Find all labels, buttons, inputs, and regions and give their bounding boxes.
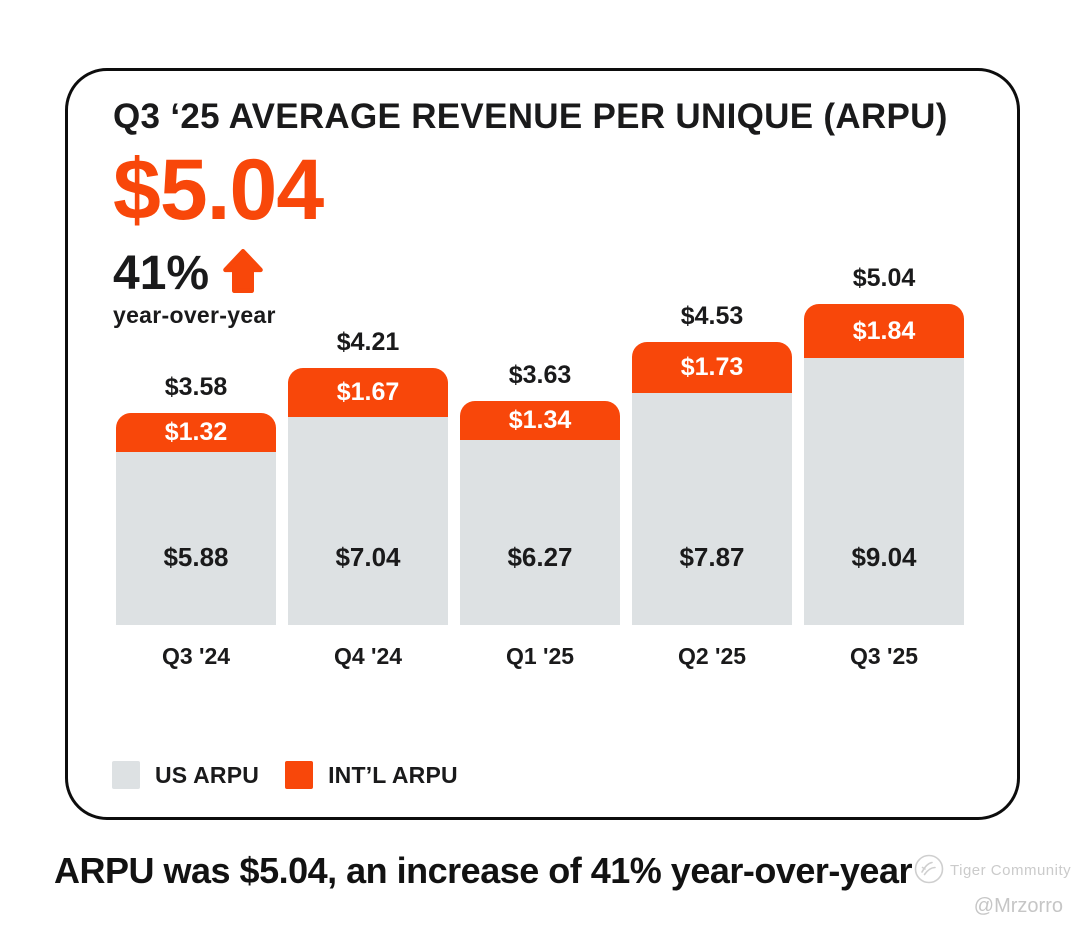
bar-value-label-us: $9.04 <box>851 542 917 572</box>
x-axis-labels: Q3 '24 Q4 '24 Q1 '25 Q2 '25 Q3 '25 <box>116 643 964 670</box>
legend-swatch-us <box>112 761 140 789</box>
bar-value-label-us: $6.27 <box>507 542 573 572</box>
x-axis-label: Q1 '25 <box>505 643 575 669</box>
watermark-brand: Tiger Community <box>950 862 1072 879</box>
bar-total-label: $3.58 <box>164 372 228 401</box>
bar-segment-us: $7.87 <box>632 392 792 625</box>
tiger-logo-icon <box>913 853 945 890</box>
bar-column: $4.53 $1.73 $7.87 <box>632 302 792 625</box>
up-arrow-icon <box>223 249 263 298</box>
bar-column: $3.63 $1.34 $6.27 <box>460 361 620 625</box>
card-title: Q3 ‘25 AVERAGE REVENUE PER UNIQUE (ARPU) <box>113 97 948 136</box>
bar-value-label-us: $7.87 <box>679 542 745 572</box>
x-axis-label: Q4 '24 <box>333 643 403 669</box>
bar-segment-us: $5.88 <box>116 451 276 625</box>
bar-value-label-us: $7.04 <box>335 542 401 572</box>
watermark-handle: @Mrzorro <box>973 895 1063 917</box>
legend-item-intl: INT’L ARPU <box>285 761 458 789</box>
bar-total-label: $5.04 <box>852 264 916 293</box>
bar-segment-intl: $1.34 <box>460 400 620 441</box>
legend-label-us: US ARPU <box>155 761 260 788</box>
growth-row: 41% <box>113 249 972 298</box>
legend-item-us: US ARPU <box>112 761 259 789</box>
bar-total-label: $4.21 <box>336 328 400 357</box>
bar-segment-intl: $1.84 <box>804 304 964 359</box>
growth-caption: year-over-year <box>113 302 276 329</box>
bar-column: $5.04 $1.84 $9.04 <box>804 264 964 625</box>
bar-column: $3.58 $1.32 $5.88 <box>116 373 276 625</box>
bar-segment-intl: $1.73 <box>632 341 792 393</box>
bar-segment-intl: $1.32 <box>116 412 276 452</box>
x-axis-label: Q3 '24 <box>161 643 231 669</box>
bar-segment-intl: $1.67 <box>288 368 448 418</box>
x-axis-label: Q3 '25 <box>849 643 919 669</box>
growth-percent: 41% <box>113 246 210 300</box>
x-axis-label: Q2 '25 <box>677 643 747 669</box>
footer-caption: ARPU was $5.04, an increase of 41% year-… <box>54 850 912 891</box>
legend: US ARPU INT’L ARPU <box>112 761 458 789</box>
legend-swatch-intl <box>285 761 314 789</box>
bar-segment-us: $7.04 <box>288 417 448 625</box>
headline-value: $5.04 <box>113 142 324 239</box>
bar-value-label-us: $5.88 <box>163 542 229 572</box>
bar-segment-us: $9.04 <box>804 358 964 625</box>
card-header: Q3 ‘25 AVERAGE REVENUE PER UNIQUE (ARPU)… <box>68 71 1017 329</box>
bar-column: $4.21 $1.67 $7.04 <box>288 328 448 625</box>
bar-total-label: $3.63 <box>508 360 572 389</box>
bar-total-label: $4.53 <box>680 301 744 330</box>
bar-chart: $3.58 $1.32 $5.88 $4.21 $1.67 $7.04 $3.63 $1.34… <box>116 71 964 625</box>
bar-segment-us: $6.27 <box>460 440 620 625</box>
up-arrow-path <box>223 249 263 294</box>
arpu-card: Q3 ‘25 AVERAGE REVENUE PER UNIQUE (ARPU)… <box>65 68 1020 820</box>
legend-label-intl: INT’L ARPU <box>328 761 458 788</box>
